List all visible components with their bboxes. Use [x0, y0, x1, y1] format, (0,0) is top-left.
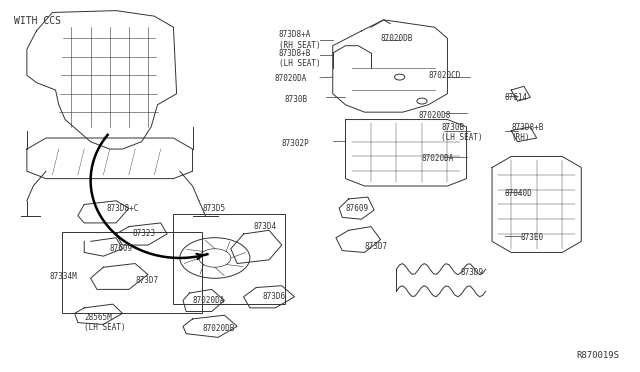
Text: 873D7: 873D7: [135, 276, 158, 285]
Text: 873D9: 873D9: [460, 268, 483, 277]
Text: 873D7: 873D7: [365, 243, 388, 251]
Text: 87302P: 87302P: [282, 139, 310, 148]
Text: 87020DA: 87020DA: [422, 154, 454, 163]
Text: 87323: 87323: [132, 230, 155, 238]
Text: 87040D: 87040D: [505, 189, 532, 198]
Text: 87334M: 87334M: [49, 272, 77, 281]
Text: 87020DB: 87020DB: [202, 324, 234, 333]
Text: 87020DA: 87020DA: [274, 74, 307, 83]
Text: 87614: 87614: [505, 93, 528, 102]
Text: WITH CCS: WITH CCS: [14, 16, 61, 26]
Text: 28565M
(LH SEAT): 28565M (LH SEAT): [84, 313, 126, 332]
Text: 873D5: 873D5: [202, 203, 225, 213]
Text: 8730B: 8730B: [285, 95, 308, 104]
Text: 873D8+C: 873D8+C: [106, 203, 139, 213]
Text: 873D4: 873D4: [253, 222, 276, 231]
Text: 873D6: 873D6: [262, 292, 286, 301]
Text: R870019S: R870019S: [577, 350, 620, 359]
Text: 873D8+B
(RH): 873D8+B (RH): [511, 123, 543, 142]
Text: 873E0: 873E0: [521, 233, 544, 242]
Text: 87609: 87609: [346, 203, 369, 213]
Text: 873D8+A
(RH SEAT): 873D8+A (RH SEAT): [278, 31, 320, 50]
Text: 87020DA: 87020DA: [193, 296, 225, 305]
Text: 87020CD: 87020CD: [428, 71, 461, 80]
Text: 873D8+B
(LH SEAT): 873D8+B (LH SEAT): [278, 49, 320, 68]
Bar: [173, 214, 285, 304]
Text: 8730B
(LH SEAT): 8730B (LH SEAT): [441, 123, 483, 142]
Bar: [62, 232, 202, 313]
Text: 87020D8: 87020D8: [419, 111, 451, 121]
Text: 87020DB: 87020DB: [381, 34, 413, 43]
Text: 87609: 87609: [109, 244, 133, 253]
